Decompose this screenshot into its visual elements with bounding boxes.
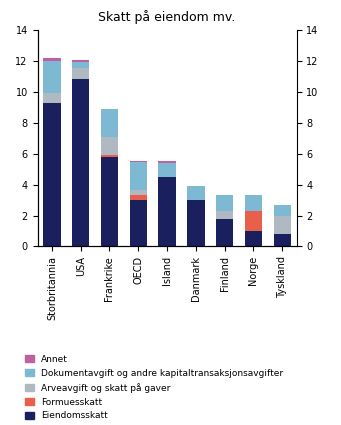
Bar <box>130 162 147 190</box>
Bar <box>72 79 89 246</box>
Bar <box>273 234 291 246</box>
Bar <box>245 231 262 246</box>
Bar <box>43 102 61 246</box>
Bar <box>101 136 118 155</box>
Bar <box>43 61 61 93</box>
Bar <box>72 68 89 79</box>
Bar <box>101 157 118 246</box>
Bar <box>43 93 61 102</box>
Bar <box>130 161 147 162</box>
Bar <box>245 196 262 211</box>
Bar <box>43 58 61 61</box>
Bar <box>216 196 233 211</box>
Bar <box>159 162 176 163</box>
Legend: Annet, Dokumentavgift og andre kapitaltransaksjonsavgifter, Arveavgift og skatt : Annet, Dokumentavgift og andre kapitaltr… <box>25 355 283 420</box>
Bar <box>130 200 147 246</box>
Bar <box>216 218 233 246</box>
Bar <box>130 195 147 200</box>
Bar <box>101 109 118 136</box>
Bar <box>72 62 89 68</box>
Bar <box>130 190 147 195</box>
Bar <box>159 163 176 177</box>
Bar <box>245 211 262 231</box>
Bar <box>187 200 205 246</box>
Bar <box>72 60 89 62</box>
Title: Skatt på eiendom mv.: Skatt på eiendom mv. <box>99 11 236 24</box>
Bar <box>101 155 118 157</box>
Bar <box>273 205 291 215</box>
Bar <box>273 215 291 234</box>
Bar <box>159 177 176 246</box>
Bar <box>216 211 233 218</box>
Bar <box>187 186 205 200</box>
